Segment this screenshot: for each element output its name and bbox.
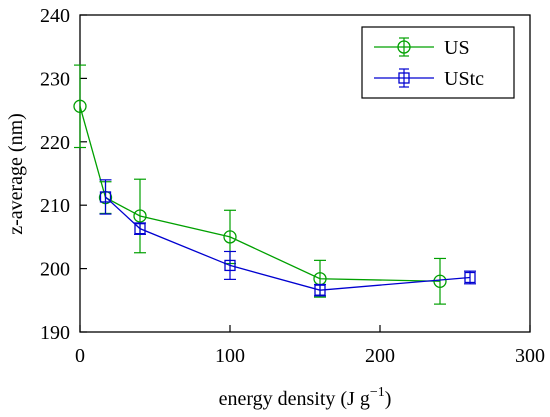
series-line-us: [79, 106, 441, 282]
y-tick-label: 230: [40, 68, 70, 90]
data-point: [134, 223, 146, 235]
data-point: [223, 230, 237, 244]
x-axis-label-main: energy density (J g: [219, 388, 370, 410]
y-tick-label: 190: [40, 322, 70, 344]
series-layer: [73, 64, 476, 305]
y-axis: 190 200 210 220 230 240: [40, 5, 87, 344]
legend-label: US: [444, 37, 470, 59]
data-point: [433, 274, 447, 288]
y-tick-label: 240: [40, 5, 70, 27]
data-point: [314, 284, 326, 296]
legend-label: UStc: [444, 68, 484, 90]
y-tick-label: 200: [40, 259, 70, 281]
x-axis: 0 100 200 300: [75, 325, 545, 367]
data-point: [133, 209, 147, 223]
data-point: [99, 191, 112, 203]
x-axis-label-close: ): [385, 388, 392, 410]
legend-items: US UStc: [374, 37, 484, 90]
data-point: [464, 271, 476, 284]
series-ustc: [99, 179, 476, 297]
legend-marker: [398, 72, 410, 84]
y-tick-label: 210: [40, 195, 70, 217]
legend: US UStc: [361, 26, 515, 99]
x-tick-label: 100: [215, 345, 245, 367]
x-axis-label-exponent: −1: [370, 385, 385, 400]
x-axis-label: energy density (J g−1): [219, 385, 392, 410]
data-point: [224, 259, 236, 272]
x-tick-label: 300: [515, 345, 545, 367]
series-us: [73, 64, 447, 305]
x-tick-label: 0: [75, 345, 85, 367]
series-line-ustc: [105, 196, 471, 291]
x-tick-label: 200: [365, 345, 395, 367]
data-point: [73, 99, 87, 113]
legend-box: [361, 26, 515, 99]
legend-marker: [397, 40, 411, 54]
plot-area: [79, 14, 531, 333]
y-axis-label: z-average (nm): [5, 113, 27, 235]
y-tick-label: 220: [40, 132, 70, 154]
